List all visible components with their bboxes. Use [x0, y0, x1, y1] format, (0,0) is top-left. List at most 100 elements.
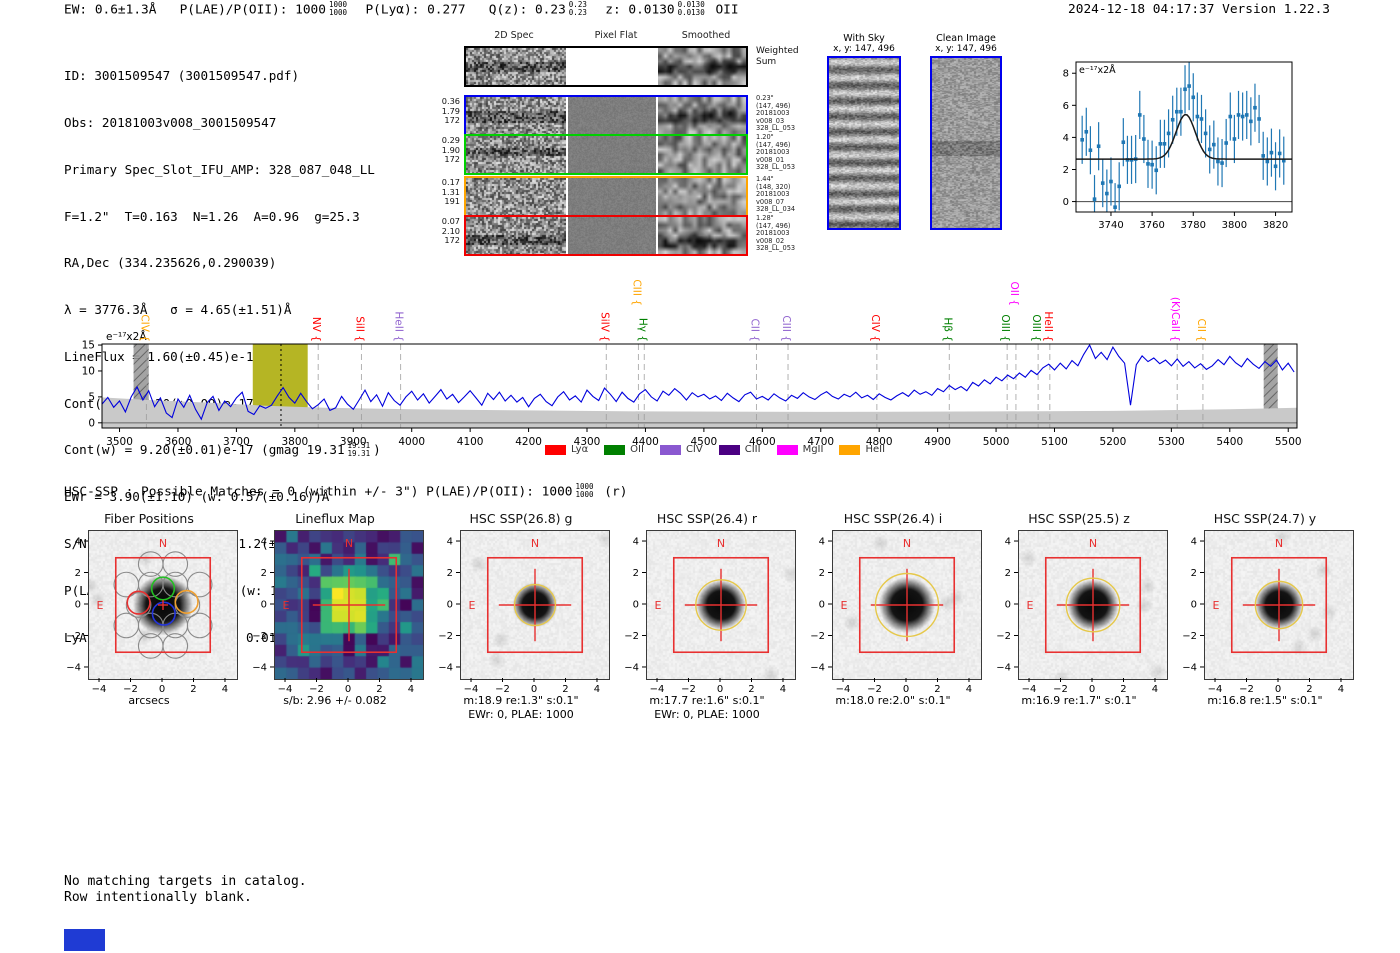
svg-text:2: 2: [819, 568, 825, 579]
svg-text:HeII {: HeII {: [1042, 311, 1054, 342]
svg-text:2: 2: [1005, 568, 1011, 579]
catalog-note-line2: Row intentionally blank.: [64, 890, 252, 905]
svg-text:−4: −4: [278, 684, 293, 695]
svg-text:4: 4: [633, 537, 639, 548]
svg-text:4300: 4300: [574, 436, 601, 448]
svg-text:0: 0: [75, 600, 81, 611]
svg-text:−4: −4: [810, 662, 825, 673]
svg-text:−4: −4: [66, 662, 81, 673]
pixelflat-image: [568, 136, 656, 173]
spec2d-row-fiber3: 0.17 1.31 191 1.44" (148, 320) 20181003 v008_…: [442, 175, 795, 217]
svg-text:E: E: [1027, 599, 1034, 612]
svg-text:−2: −2: [624, 631, 639, 642]
svg-text:0: 0: [88, 417, 95, 429]
spec2d-panel: 2D Spec Pixel Flat Smoothed Weighted Sum …: [442, 30, 822, 260]
svg-text:2: 2: [447, 568, 453, 579]
pixelflat-image: [568, 48, 656, 85]
svg-text:2: 2: [748, 684, 754, 695]
svg-text:−2: −2: [1053, 684, 1068, 695]
svg-text:4200: 4200: [515, 436, 542, 448]
svg-text:5300: 5300: [1158, 436, 1185, 448]
svg-text:4: 4: [261, 537, 267, 548]
svg-text:4: 4: [408, 684, 414, 695]
svg-text:N: N: [717, 537, 725, 550]
cutout-hsc-z: HSC SSP(25.5) z N E −4 −4 −2 −2 0 0 2 2 4 4 m:16.9 …: [986, 508, 1172, 740]
svg-text:2: 2: [75, 568, 81, 579]
pixelflat-image: [568, 178, 656, 215]
svg-text:0: 0: [633, 600, 639, 611]
with-sky-title: With Sky: [843, 33, 885, 44]
legend-swatch: [839, 444, 861, 455]
info-ewr: EWr = 3.90(±1.10) (w: 0.57(±0.16))Å: [64, 489, 330, 505]
info-radec: RA,Dec (334.235626,0.290039): [64, 255, 277, 271]
legend-item-Lyα: Lyα: [545, 444, 588, 455]
svg-text:0: 0: [447, 600, 453, 611]
svg-text:0: 0: [531, 684, 537, 695]
with-sky-image: [829, 58, 899, 228]
svg-text:15: 15: [82, 340, 95, 352]
svg-text:N: N: [903, 537, 911, 550]
svg-text:4: 4: [780, 684, 786, 695]
svg-text:−2: −2: [66, 631, 81, 642]
svg-text:CII {: CII {: [1195, 318, 1207, 342]
line-fit-zoom-plot: 3740 3760 3780 3800 3820 0 2 4 6 8 e⁻¹⁷x2Å: [1063, 61, 1293, 231]
svg-text:4700: 4700: [807, 436, 834, 448]
svg-text:0: 0: [717, 684, 723, 695]
svg-text:3740: 3740: [1098, 220, 1123, 231]
svg-text:4: 4: [222, 684, 228, 695]
svg-text:4900: 4900: [924, 436, 951, 448]
svg-text:E: E: [1213, 599, 1220, 612]
full-spectrum-plot: 3500 3600 3700 3800 3900 4000 4100 4200 4300 4400…: [82, 279, 1302, 448]
smoothed-image: [658, 136, 746, 173]
svg-text:−2: −2: [252, 631, 267, 642]
svg-text:10: 10: [82, 365, 95, 377]
svg-text:OIII {: OIII {: [999, 314, 1011, 342]
svg-text:2: 2: [376, 684, 382, 695]
svg-text:HeII {: HeII {: [393, 311, 405, 342]
catalog-note: No matching targets in catalog. Row inte…: [64, 874, 307, 906]
svg-text:3900: 3900: [340, 436, 367, 448]
cutout-hsc-g: HSC SSP(26.8) g N E −4 −4 −2 −2 0 0 2 2 4 4 m:18.9 …: [428, 508, 614, 740]
svg-text:OIII {: OIII {: [1030, 314, 1042, 342]
svg-text:4: 4: [966, 684, 972, 695]
svg-text:SiIV {: SiIV {: [598, 312, 610, 342]
svg-text:−4: −4: [996, 662, 1011, 673]
svg-text:3780: 3780: [1181, 220, 1206, 231]
svg-text:3800: 3800: [281, 436, 308, 448]
info-lineflux: LineFlux = 1.60(±0.45)e-16: [64, 348, 262, 364]
spec2d-row-fiber4: 0.07 2.10 172 1.28" (147, 496) 20181003 v008_…: [442, 214, 795, 256]
svg-text:−4: −4: [836, 684, 851, 695]
with-sky-coords: x, y: 147, 496: [833, 44, 895, 54]
svg-text:2: 2: [190, 684, 196, 695]
svg-text:−4: −4: [252, 662, 267, 673]
svg-text:−2: −2: [1182, 631, 1197, 642]
svg-text:2: 2: [934, 684, 940, 695]
info-contw: Cont(w) = 9.20(±0.01)e-17 (gmag 19.31 19.…: [64, 441, 381, 458]
svg-text:OII {: OII {: [1008, 282, 1020, 306]
svg-text:0: 0: [1063, 197, 1069, 208]
lineflux-sb-label: s/b: 2.96 +/- 0.082: [283, 694, 387, 707]
cutout-hsc-r: HSC SSP(26.4) r N E −4 −4 −2 −2 0 0 2 2 4 4 m:17.7 …: [614, 508, 800, 740]
svg-text:−2: −2: [996, 631, 1011, 642]
legend-swatch: [604, 444, 626, 455]
cutout-row: Fiber Positions N E −4 −4 −2 −2 0 0 2 2 4 4 arcsecs…: [56, 508, 1358, 740]
svg-text:3800: 3800: [1222, 220, 1247, 231]
spec2d-image: [466, 48, 566, 85]
clean-image-panel: Clean Image x, y: 147, 496: [928, 33, 1004, 232]
svg-text:CII {: CII {: [748, 318, 760, 342]
svg-text:2: 2: [562, 684, 568, 695]
svg-text:−2: −2: [867, 684, 882, 695]
svg-text:E: E: [655, 599, 662, 612]
svg-text:2: 2: [1306, 684, 1312, 695]
svg-text:4: 4: [1063, 133, 1069, 144]
svg-text:Hβ {: Hβ {: [941, 317, 953, 342]
svg-text:2: 2: [1063, 165, 1069, 176]
svg-text:2: 2: [1120, 684, 1126, 695]
svg-text:N: N: [1275, 537, 1283, 550]
cutout-hsc-y: HSC SSP(24.7) y N E −4 −4 −2 −2 0 0 2 2 4 4 m:16.8 …: [1172, 508, 1358, 740]
svg-text:0: 0: [261, 600, 267, 611]
svg-text:N: N: [1089, 537, 1097, 550]
svg-text:−2: −2: [681, 684, 696, 695]
svg-text:3700: 3700: [223, 436, 250, 448]
svg-text:4: 4: [1191, 537, 1197, 548]
